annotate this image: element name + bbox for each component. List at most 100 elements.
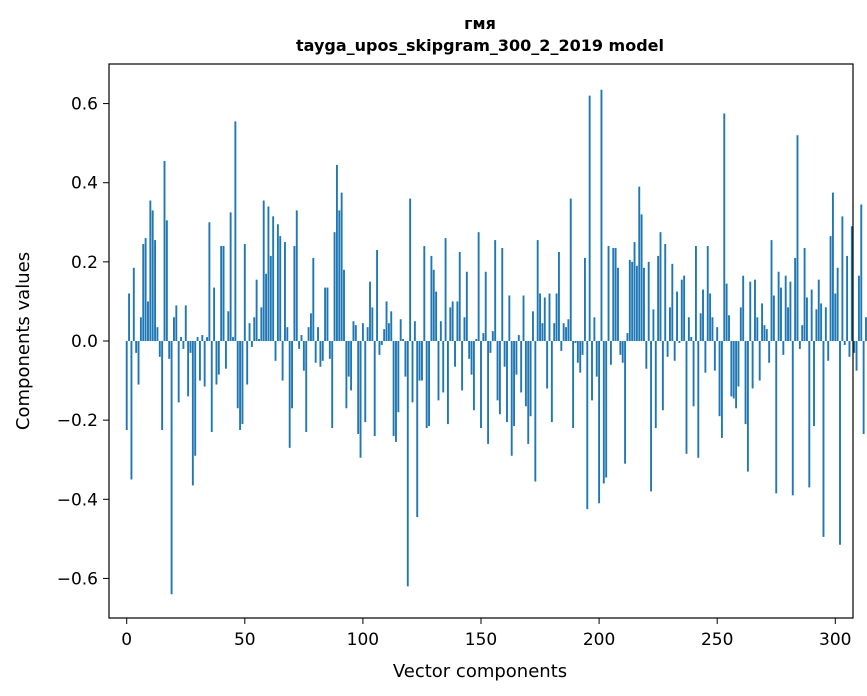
bar xyxy=(666,341,669,357)
bar xyxy=(758,341,761,381)
bar xyxy=(206,337,208,341)
bar xyxy=(461,341,464,391)
bar xyxy=(310,313,312,341)
bar xyxy=(284,242,286,341)
bar xyxy=(279,236,282,341)
bar xyxy=(269,255,272,341)
bar xyxy=(177,341,180,403)
bar xyxy=(439,321,442,341)
bar xyxy=(685,341,688,454)
bar xyxy=(848,341,851,357)
bar xyxy=(829,236,832,341)
bar xyxy=(744,341,747,425)
bar xyxy=(735,341,738,409)
bar xyxy=(574,341,577,343)
bar xyxy=(496,341,499,401)
bar xyxy=(305,341,308,433)
bar xyxy=(780,287,782,341)
bar xyxy=(404,341,407,377)
bar xyxy=(357,341,360,434)
bar xyxy=(477,232,480,341)
chart-subtitle: tayga_upos_skipgram_300_2_2019 model xyxy=(296,36,664,55)
bar xyxy=(737,341,740,387)
bar xyxy=(770,240,773,341)
bar xyxy=(626,333,629,341)
bar xyxy=(194,341,197,456)
bar xyxy=(619,341,622,355)
bar xyxy=(676,291,678,341)
bar xyxy=(286,327,289,341)
bar xyxy=(333,232,336,341)
bar xyxy=(709,293,712,341)
bar xyxy=(862,341,865,434)
bar xyxy=(229,212,232,341)
bar xyxy=(406,341,409,587)
bar xyxy=(650,341,652,492)
bar xyxy=(628,259,631,341)
bar xyxy=(137,341,140,385)
bar xyxy=(314,341,317,363)
bar xyxy=(449,307,452,341)
bar xyxy=(836,267,839,341)
bar xyxy=(373,341,376,436)
bar xyxy=(472,341,475,411)
bar xyxy=(239,341,242,431)
bar xyxy=(798,341,801,349)
bar xyxy=(831,192,834,341)
bar xyxy=(782,341,785,355)
bar xyxy=(808,341,811,488)
bar xyxy=(673,341,676,361)
bar xyxy=(588,95,591,341)
bar xyxy=(654,341,657,429)
bar xyxy=(813,341,815,427)
bar xyxy=(163,160,166,341)
bar xyxy=(562,323,565,341)
chart-title: гмя xyxy=(464,14,496,33)
bar xyxy=(265,273,268,341)
bar xyxy=(180,337,182,341)
x-axis-ticks: 0 50 100 150 200 250 300 xyxy=(121,618,852,650)
bar xyxy=(444,238,447,341)
bar xyxy=(335,164,338,341)
bar xyxy=(430,255,433,341)
bar xyxy=(260,307,263,341)
bar xyxy=(586,341,589,510)
bar xyxy=(191,341,194,486)
bar xyxy=(520,341,523,393)
bar xyxy=(692,341,695,407)
bar xyxy=(161,341,164,431)
bar xyxy=(380,341,383,345)
bar xyxy=(475,339,478,341)
bar xyxy=(326,287,329,341)
bar xyxy=(534,341,537,482)
bar xyxy=(258,339,260,341)
bar xyxy=(754,279,756,341)
bar xyxy=(635,265,638,341)
bar xyxy=(423,246,426,341)
bar xyxy=(510,341,513,456)
bar xyxy=(402,339,404,341)
bar xyxy=(250,341,253,347)
bar xyxy=(853,341,856,353)
bar xyxy=(506,341,508,423)
y-axis-label: Components values xyxy=(13,252,34,430)
bar xyxy=(343,269,345,341)
bar xyxy=(454,341,456,367)
bar xyxy=(210,341,213,433)
bar xyxy=(631,261,634,341)
bar xyxy=(451,301,454,341)
bar xyxy=(295,210,298,341)
bar xyxy=(775,341,778,494)
bar xyxy=(810,289,813,341)
bar xyxy=(173,317,175,341)
bar xyxy=(168,341,171,359)
bar xyxy=(565,327,567,341)
bar xyxy=(593,317,596,341)
y-tick-label: 0.2 xyxy=(71,253,98,273)
bar xyxy=(274,341,277,361)
bar xyxy=(763,325,766,341)
bar xyxy=(661,341,664,411)
bar xyxy=(794,257,797,341)
bar xyxy=(442,341,445,393)
bar xyxy=(175,305,178,341)
